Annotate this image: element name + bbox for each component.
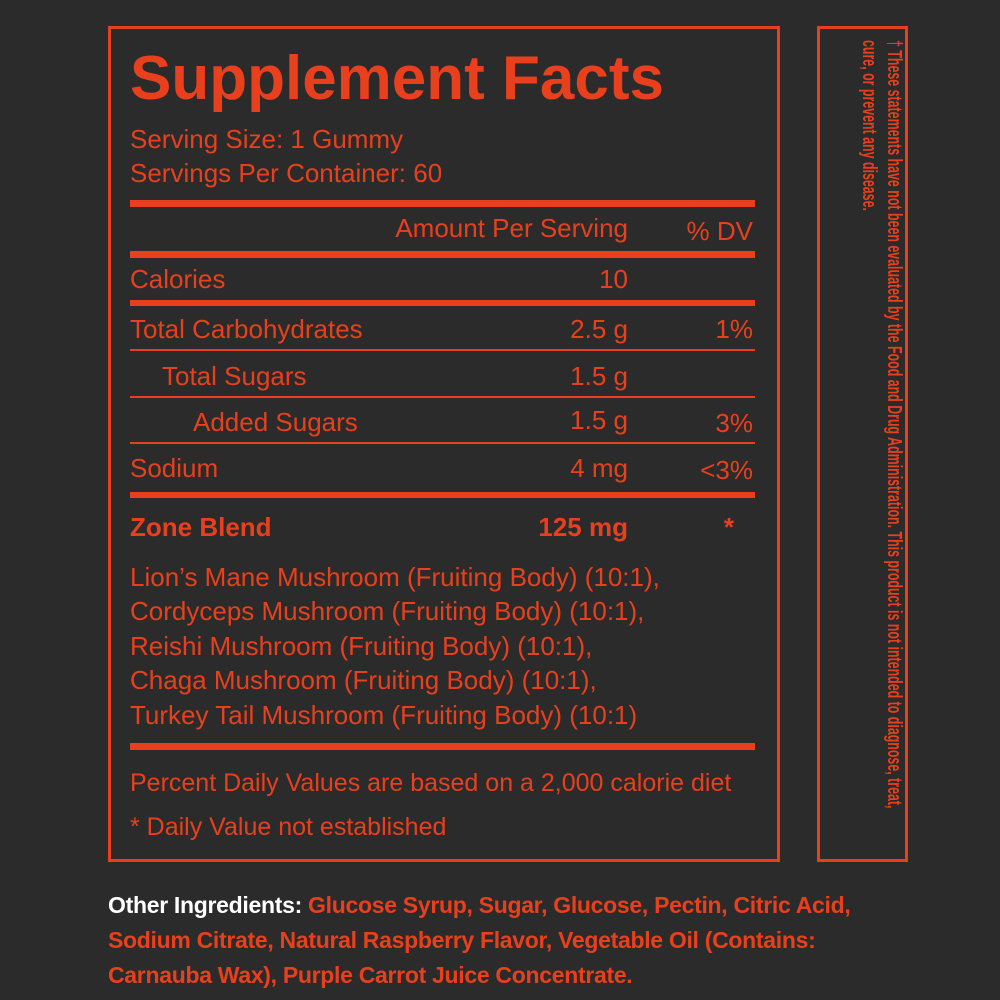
blend-ingredient: Chaga Mushroom (Fruiting Body) (10:1), xyxy=(130,665,597,695)
nutrient-amount: 10 xyxy=(599,264,628,294)
rule xyxy=(130,396,755,398)
nutrient-name: Calories xyxy=(130,264,226,294)
servings-per-container: Servings Per Container: 60 xyxy=(130,158,443,188)
nutrient-name: Total Carbohydrates xyxy=(130,314,363,344)
blend-ingredient: Cordyceps Mushroom (Fruiting Body) (10:1… xyxy=(130,596,645,626)
rule xyxy=(130,300,755,306)
other-ingredients: Other Ingredients: Glucose Syrup, Sugar,… xyxy=(108,888,923,993)
nutrient-dv: 1% xyxy=(715,314,753,344)
title: Supplement Facts xyxy=(130,44,664,113)
disclaimer-box xyxy=(817,26,908,862)
disclaimer: † These statements have not been evaluat… xyxy=(858,40,905,809)
nutrient-dv: 3% xyxy=(715,408,753,438)
blend-ingredient: Lion’s Mane Mushroom (Fruiting Body) (10… xyxy=(130,562,660,592)
blend-amount: 125 mg xyxy=(538,512,628,542)
amount-header: Amount Per Serving xyxy=(395,213,628,243)
nutrient-amount: 1.5 g xyxy=(570,405,628,435)
blend-ingredient: Turkey Tail Mushroom (Fruiting Body) (10… xyxy=(130,700,638,730)
footnote: Percent Daily Values are based on a 2,00… xyxy=(130,769,732,797)
nutrient-amount: 4 mg xyxy=(570,453,628,483)
other-ingredients-label: Other Ingredients: xyxy=(108,892,302,918)
footnote: * Daily Value not established xyxy=(130,813,447,841)
disclaimer-wrap: † These statements have not been evaluat… xyxy=(818,40,906,840)
blend-dv: * xyxy=(723,512,734,542)
nutrient-dv: <3% xyxy=(700,455,753,485)
nutrient-amount: 2.5 g xyxy=(570,314,628,344)
nutrient-name: Added Sugars xyxy=(193,407,358,437)
dv-header: % DV xyxy=(686,216,753,246)
rule xyxy=(130,251,755,258)
rule xyxy=(130,442,755,444)
blend-name: Zone Blend xyxy=(130,512,272,542)
nutrient-amount: 1.5 g xyxy=(570,361,628,391)
other-ingredients-text: Glucose Syrup, Sugar, Glucose, Pectin, C… xyxy=(108,892,851,988)
nutrient-name: Total Sugars xyxy=(162,361,307,391)
rule xyxy=(130,743,755,750)
rule xyxy=(130,492,755,498)
rule xyxy=(130,349,755,351)
rule xyxy=(130,200,755,207)
nutrient-name: Sodium xyxy=(130,453,219,483)
facts-box xyxy=(108,26,780,862)
blend-ingredient: Reishi Mushroom (Fruiting Body) (10:1), xyxy=(130,631,593,661)
serving-size: Serving Size: 1 Gummy xyxy=(130,124,404,154)
